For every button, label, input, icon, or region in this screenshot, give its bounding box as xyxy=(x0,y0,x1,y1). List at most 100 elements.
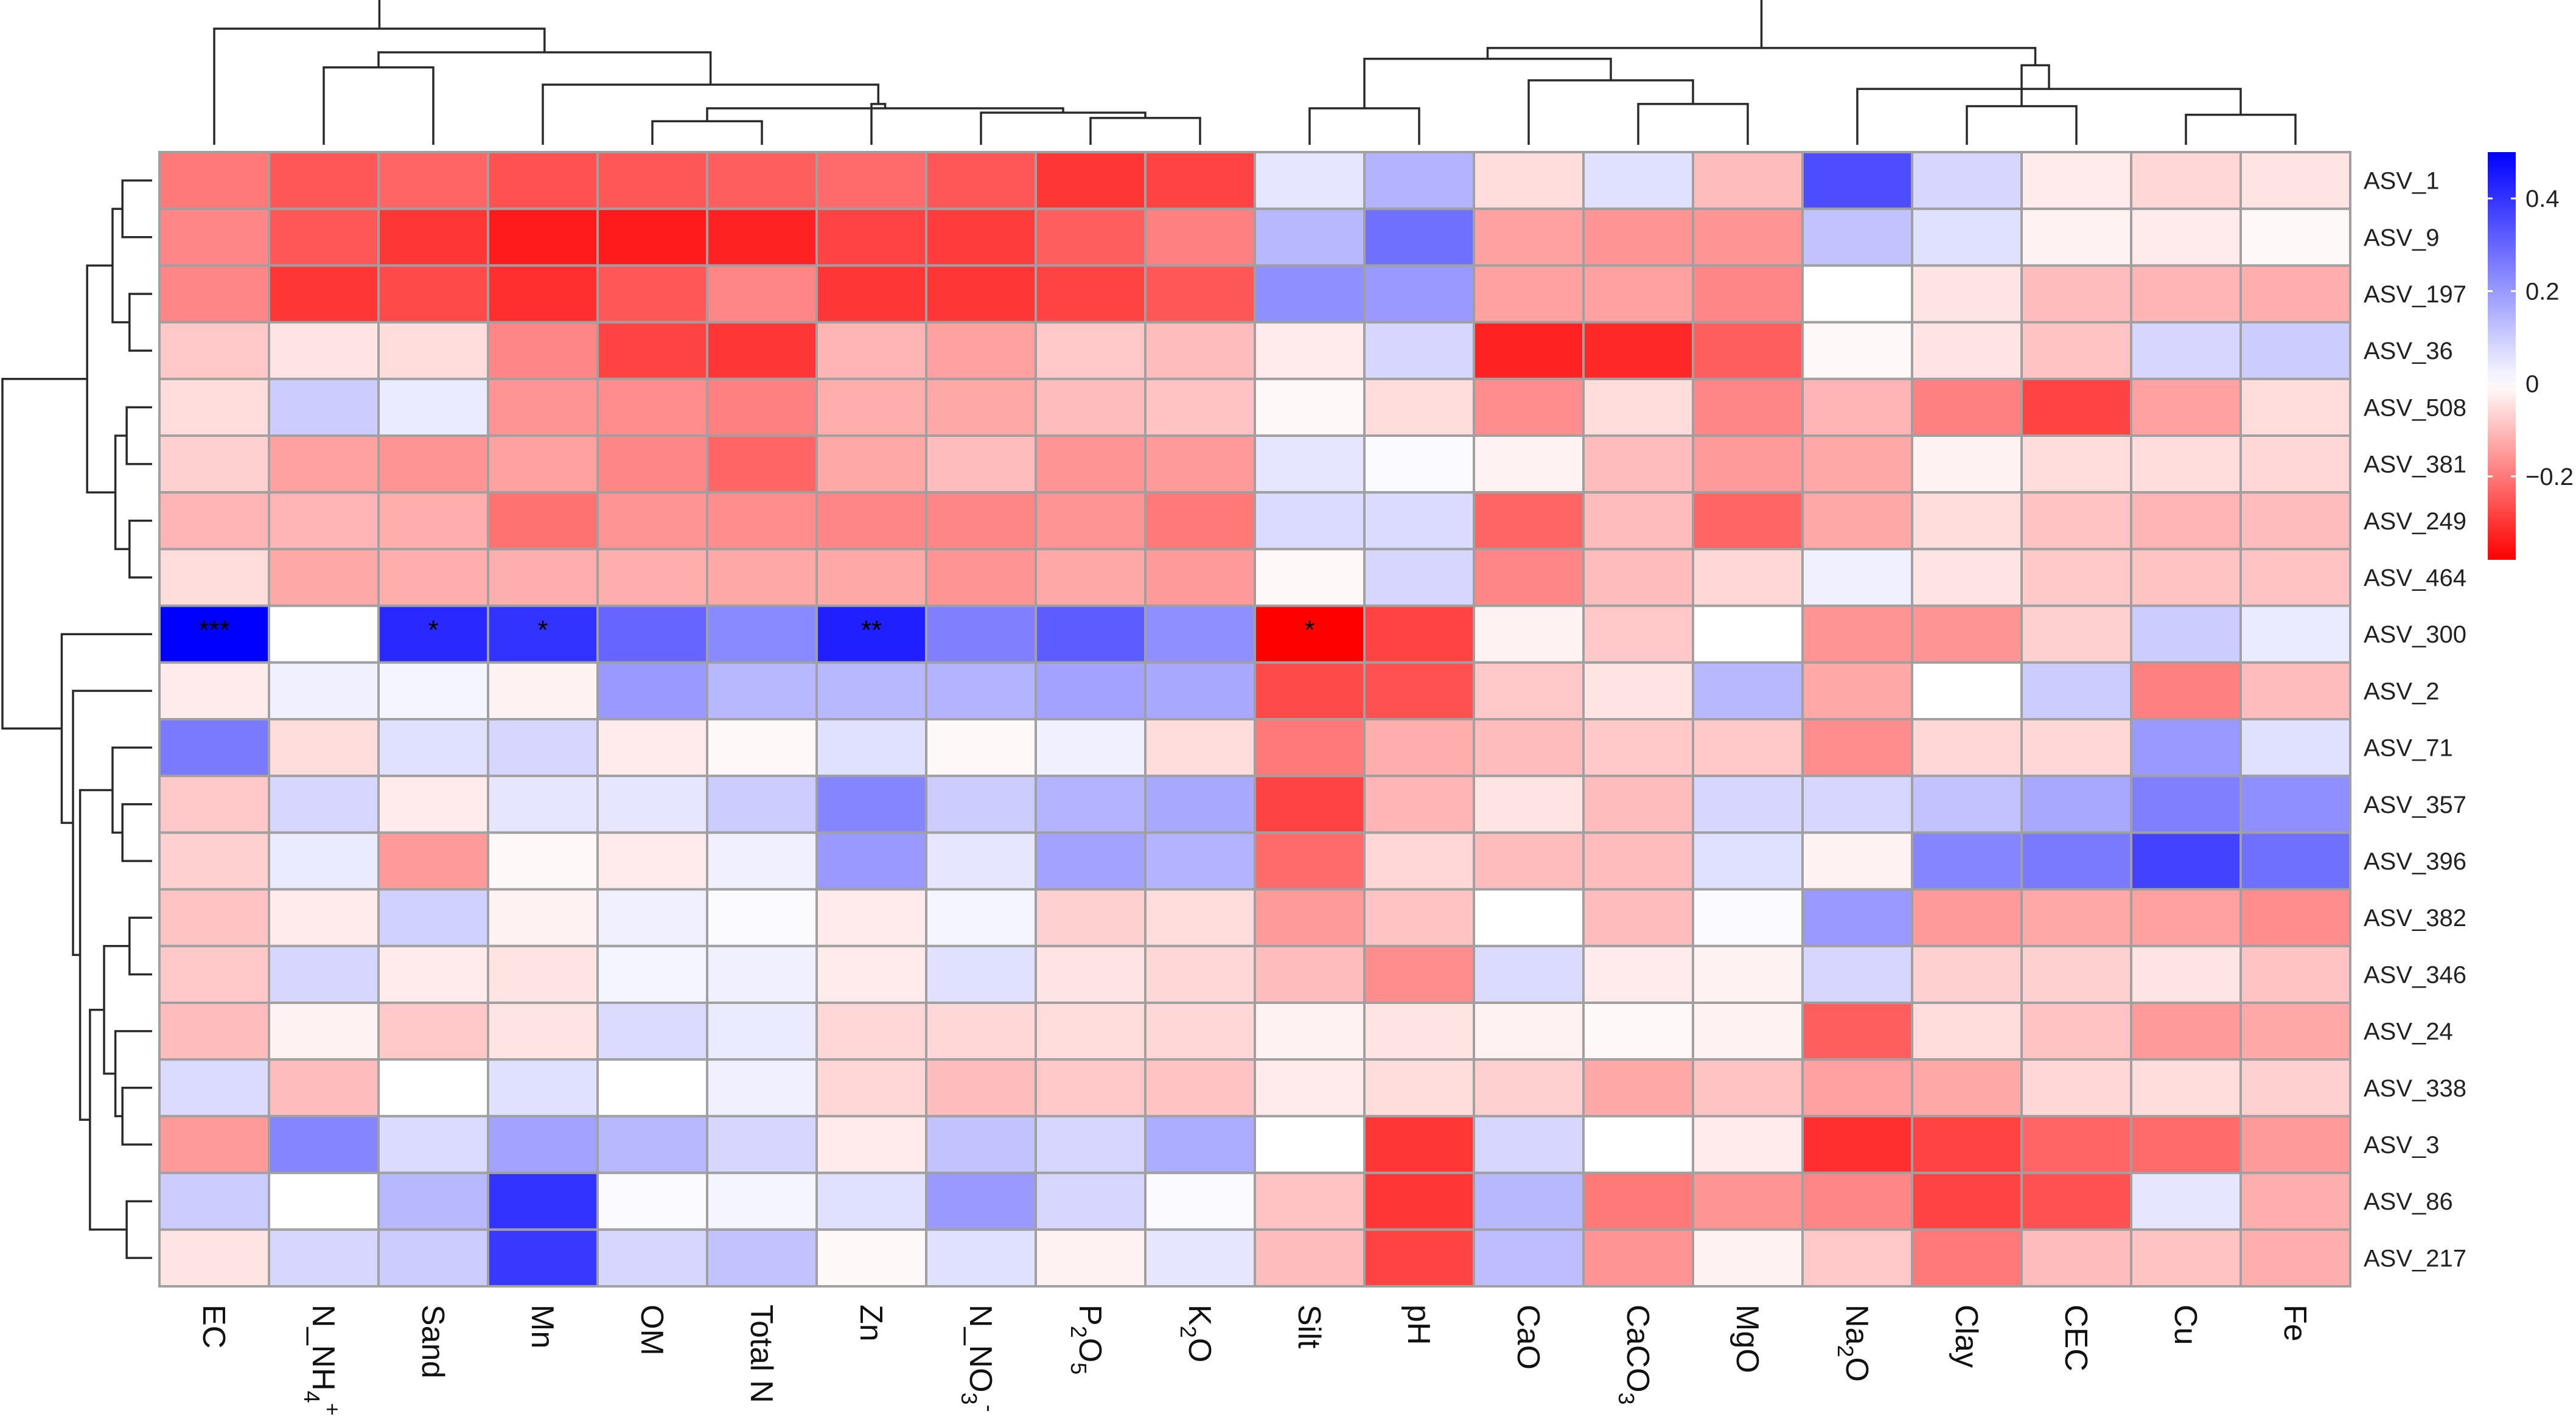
cell-asv-24-cec xyxy=(2020,1002,2132,1061)
cell-asv-382-fe xyxy=(2239,888,2351,947)
color-legend-ticks: 0.4 0.2 0 −0.2 xyxy=(2488,186,2574,490)
cell-asv-36-n-no3 xyxy=(925,321,1037,380)
row-label-asv-508: ASV_508 xyxy=(2364,394,2466,421)
cell-asv-86-n-nh4 xyxy=(268,1171,380,1231)
cell-asv-464-mn xyxy=(487,548,599,607)
cell-asv-9-n-nh4 xyxy=(268,207,380,267)
cell-asv-464-silt xyxy=(1254,548,1366,607)
cell-asv-396-na2o xyxy=(1801,831,1913,891)
cell-asv-71-n-nh4 xyxy=(268,718,380,778)
cell-asv-71-p2o5 xyxy=(1035,718,1147,778)
cell-asv-382-cu xyxy=(2130,888,2242,947)
row-dendrogram-branch xyxy=(121,179,152,239)
cell-asv-346-silt xyxy=(1254,944,1366,1005)
cell-asv-300-cao xyxy=(1473,604,1585,664)
row-label-asv-464: ASV_464 xyxy=(2364,565,2466,591)
cell-asv-197-cec xyxy=(2020,264,2132,324)
cell-asv-249-na2o xyxy=(1801,491,1913,551)
cell-asv-71-total-n xyxy=(706,718,818,778)
cell-asv-1-total-n xyxy=(706,151,818,211)
column-dendrogram xyxy=(213,0,2297,145)
cell-asv-396-k2o xyxy=(1144,831,1256,891)
cell-asv-382-mgo xyxy=(1692,888,1804,947)
cell-asv-71-cu xyxy=(2130,718,2242,778)
cell-asv-249-total-n xyxy=(706,491,818,551)
cell-asv-217-sand xyxy=(377,1228,489,1288)
cell-asv-508-ec xyxy=(158,377,270,437)
cell-asv-381-om xyxy=(596,434,708,494)
column-label-text-na2o: Na2O xyxy=(1833,1305,1874,1382)
column-dendrogram-branch xyxy=(323,66,435,145)
row-dendrogram-branch xyxy=(1,378,88,730)
cell-asv-382-cao xyxy=(1473,888,1585,947)
cell-asv-86-mgo xyxy=(1692,1171,1804,1231)
cell-asv-357-total-n xyxy=(706,775,818,834)
cell-asv-2-p2o5 xyxy=(1035,661,1147,721)
cell-asv-217-k2o xyxy=(1144,1228,1256,1288)
cell-asv-86-total-n xyxy=(706,1171,818,1231)
column-dendrogram-branch xyxy=(706,107,1064,122)
cell-asv-249-caco3 xyxy=(1582,491,1694,551)
cell-asv-217-om xyxy=(596,1228,708,1288)
cell-asv-24-sand xyxy=(377,1002,489,1061)
cell-asv-300-p2o5 xyxy=(1035,604,1147,664)
cell-asv-346-total-n xyxy=(706,944,818,1005)
cell-asv-508-zn xyxy=(815,377,927,437)
cell-asv-381-n-nh4 xyxy=(268,434,380,494)
cell-asv-249-cec xyxy=(2020,491,2132,551)
cell-asv-464-total-n xyxy=(706,548,818,607)
column-dendrogram-branch xyxy=(1363,57,1612,108)
cell-asv-36-cec xyxy=(2020,321,2132,380)
cell-asv-396-silt xyxy=(1254,831,1366,891)
row-label-asv-3: ASV_3 xyxy=(2364,1132,2440,1159)
row-label-asv-197: ASV_197 xyxy=(2364,281,2466,308)
cell-asv-464-caco3 xyxy=(1582,548,1694,607)
cell-asv-338-clay xyxy=(1911,1058,2023,1118)
row-dendrogram-branch xyxy=(89,1008,127,1231)
cell-asv-9-p2o5 xyxy=(1035,207,1147,267)
cell-asv-357-fe xyxy=(2239,775,2351,834)
cell-asv-36-p2o5 xyxy=(1035,321,1147,380)
cell-asv-2-zn xyxy=(815,661,927,721)
cell-asv-36-na2o xyxy=(1801,321,1913,380)
cell-asv-357-ph xyxy=(1363,775,1475,834)
cell-asv-396-ec xyxy=(158,831,270,891)
column-label-text-cec: CEC xyxy=(2058,1305,2093,1371)
cell-asv-71-n-no3 xyxy=(925,718,1037,778)
cell-asv-464-p2o5 xyxy=(1035,548,1147,607)
color-legend: 0.4 0.2 0 −0.2 xyxy=(2488,152,2574,560)
cell-asv-2-silt xyxy=(1254,661,1366,721)
column-dendrogram-branch xyxy=(2185,113,2297,145)
row-dendrogram-branch xyxy=(103,945,130,1075)
cell-asv-1-om xyxy=(596,151,708,211)
cell-asv-197-cao xyxy=(1473,264,1585,324)
cell-asv-3-cao xyxy=(1473,1115,1585,1174)
cell-asv-24-zn xyxy=(815,1002,927,1061)
cell-asv-382-silt xyxy=(1254,888,1366,947)
cell-asv-24-om xyxy=(596,1002,708,1061)
cell-asv-508-caco3 xyxy=(1582,377,1694,437)
cell-asv-300-total-n xyxy=(706,604,818,664)
cell-asv-9-cec xyxy=(2020,207,2132,267)
column-label-cao: CaO xyxy=(1510,1305,1546,1370)
cell-asv-357-silt xyxy=(1254,775,1366,834)
cell-asv-508-sand xyxy=(377,377,489,437)
cell-asv-3-cec xyxy=(2020,1115,2132,1174)
column-label-text-silt: Silt xyxy=(1291,1305,1327,1349)
cell-asv-396-p2o5 xyxy=(1035,831,1147,891)
cell-asv-36-clay xyxy=(1911,321,2023,380)
cell-asv-1-k2o xyxy=(1144,151,1256,211)
cell-asv-249-ph xyxy=(1363,491,1475,551)
cell-asv-508-clay xyxy=(1911,377,2023,437)
cell-asv-9-clay xyxy=(1911,207,2023,267)
significance-marks: *** * * ** * xyxy=(198,615,1314,645)
cell-asv-338-mn xyxy=(487,1058,599,1118)
cell-asv-217-zn xyxy=(815,1228,927,1288)
cell-asv-464-mgo xyxy=(1692,548,1804,607)
row-label-asv-36: ASV_36 xyxy=(2364,338,2453,364)
cell-asv-382-clay xyxy=(1911,888,2023,947)
cell-asv-357-mgo xyxy=(1692,775,1804,834)
row-label-asv-217: ASV_217 xyxy=(2364,1245,2466,1272)
cell-asv-381-fe xyxy=(2239,434,2351,494)
column-label-text-n-no3: N_NO3- xyxy=(957,1305,1002,1412)
